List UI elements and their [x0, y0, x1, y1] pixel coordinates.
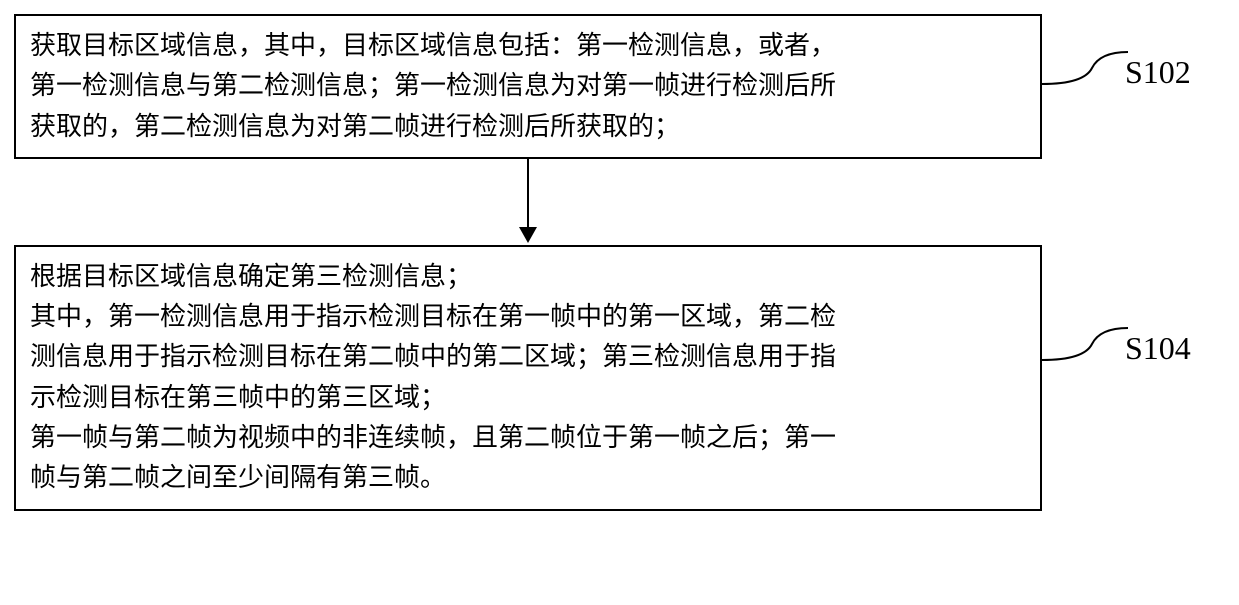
node-text-line: 示检测目标在第三帧中的第三区域；: [30, 378, 1026, 418]
arrow-head-icon: [519, 227, 537, 243]
flow-node-s104: 根据目标区域信息确定第三检测信息； 其中，第一检测信息用于指示检测目标在第一帧中…: [14, 245, 1042, 511]
node-label-s104: S104: [1125, 330, 1191, 367]
flow-node-s102: 获取目标区域信息，其中，目标区域信息包括：第一检测信息，或者， 第一检测信息与第…: [14, 14, 1042, 159]
node-text-line: 其中，第一检测信息用于指示检测目标在第一帧中的第一区域，第二检: [30, 297, 1026, 337]
node-text-line: 获取目标区域信息，其中，目标区域信息包括：第一检测信息，或者，: [30, 26, 1026, 66]
connector-curve-s104: [1042, 320, 1132, 390]
node-text-line: 根据目标区域信息确定第三检测信息；: [30, 257, 1026, 297]
node-text-line: 第一检测信息与第二检测信息；第一检测信息为对第一帧进行检测后所: [30, 66, 1026, 106]
node-label-s102: S102: [1125, 54, 1191, 91]
arrow-line: [527, 159, 529, 229]
node-text-line: 测信息用于指示检测目标在第二帧中的第二区域；第三检测信息用于指: [30, 337, 1026, 377]
flow-arrow: [14, 159, 1042, 245]
node-text-line: 第一帧与第二帧为视频中的非连续帧，且第二帧位于第一帧之后；第一: [30, 418, 1026, 458]
node-text-line: 获取的，第二检测信息为对第二帧进行检测后所获取的；: [30, 107, 1026, 147]
node-text-line: 帧与第二帧之间至少间隔有第三帧。: [30, 458, 1026, 498]
connector-curve-s102: [1042, 44, 1132, 114]
